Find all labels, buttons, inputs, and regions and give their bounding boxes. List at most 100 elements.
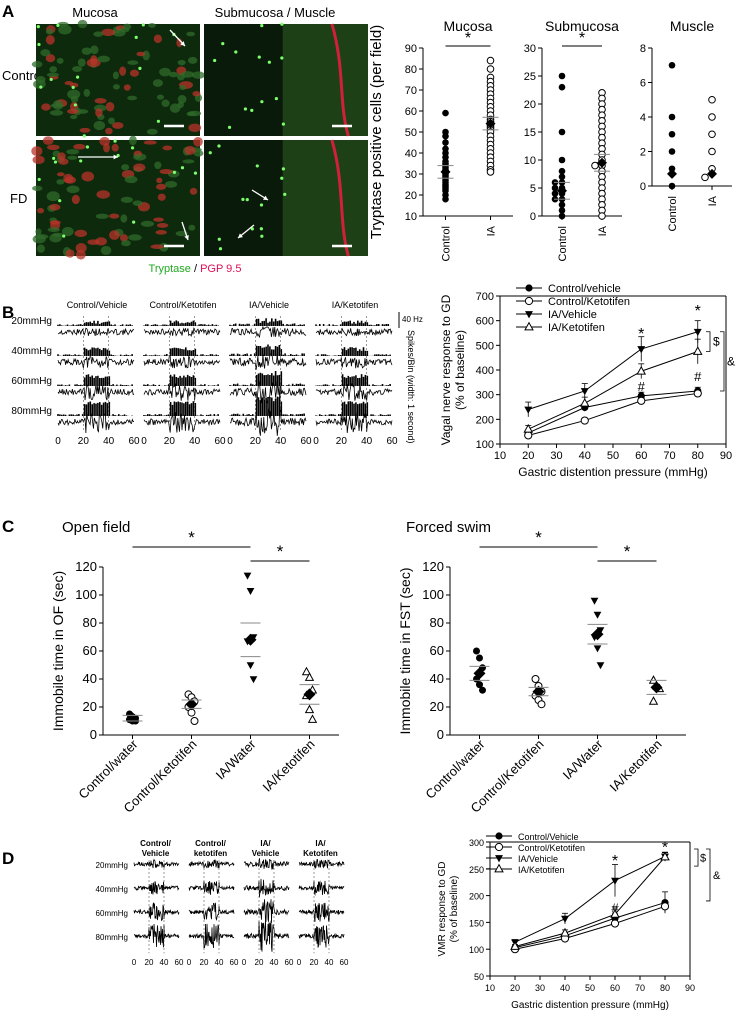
tissue-cell [52, 100, 64, 110]
y-tick-label: 120 [75, 559, 97, 574]
tissue-cell [95, 213, 109, 219]
tissue-cell [121, 240, 131, 247]
tissue-cell [49, 66, 58, 73]
nerve-trace [133, 923, 180, 948]
tryptase-cell [49, 77, 53, 82]
tissue-cell [77, 19, 88, 29]
nerve-trace [188, 859, 235, 869]
data-point [301, 666, 312, 676]
legend-marker [494, 863, 504, 873]
series-line [528, 351, 698, 430]
tissue-cell [70, 114, 78, 120]
tryptase-cell [62, 234, 66, 238]
bracket-dollar [706, 331, 711, 352]
mean-marker [440, 166, 451, 177]
tissue-cell [121, 164, 130, 171]
tissue-cell [61, 226, 74, 237]
tissue-cell [97, 55, 110, 63]
tissue-cell [112, 84, 120, 90]
y-tick-label: 20 [524, 99, 536, 111]
tryptase-cell [213, 58, 217, 63]
tissue-cell [150, 244, 165, 249]
tissue-cell [111, 143, 119, 152]
tryptase-cell [243, 107, 248, 111]
data-point [637, 396, 646, 405]
tryptase-cell [255, 164, 259, 168]
nerve-trace [229, 407, 307, 436]
y-tick-label: 250 [469, 865, 484, 875]
tissue-cell [56, 179, 65, 185]
tissue-cell [134, 153, 141, 160]
legend-label: IA/Vehicle [518, 854, 558, 864]
data-point [668, 61, 676, 69]
significance-star: * [465, 30, 471, 47]
nerve-trace [143, 327, 221, 337]
tissue-cell [93, 120, 106, 131]
pressure-label: 40mmHg [11, 346, 52, 357]
y-tick-label: 100 [75, 587, 97, 602]
y-tick-label: 80 [430, 615, 444, 630]
data-point [591, 161, 599, 170]
nerve-trace [188, 902, 235, 922]
tissue-cell [47, 227, 60, 233]
legend-marker [524, 321, 534, 331]
data-point [668, 130, 676, 138]
pointer-arrowhead [263, 195, 268, 200]
annotation-and: & [727, 354, 735, 368]
tryptase-cell [241, 197, 245, 201]
tissue-cell [49, 110, 64, 116]
tissue-cell [129, 135, 137, 146]
annotation-star: * [638, 326, 644, 343]
tryptase-cell [280, 56, 284, 60]
tissue-cell [86, 58, 101, 68]
panel-label-c: C [2, 517, 14, 536]
trace-x-tick-label: 20 [310, 958, 319, 967]
tissue-cell [108, 117, 115, 125]
tryptase-cell [221, 42, 225, 46]
trace-x-tick-label: 20 [78, 436, 90, 447]
x-tick-label: 80 [692, 450, 704, 462]
nerve-trace [298, 902, 345, 922]
data-point [598, 212, 606, 220]
chart-title: Mucosa [443, 18, 492, 34]
legend-marker [495, 855, 503, 863]
data-point [593, 611, 602, 619]
tryptase-cell [281, 122, 285, 126]
tissue-cell [67, 108, 79, 114]
tissue-cell [81, 47, 92, 55]
spike-histogram [229, 396, 305, 416]
data-point [486, 56, 495, 65]
x-tick-label: 40 [579, 450, 591, 462]
nerve-trace [298, 859, 345, 869]
x-tick-label: 20 [510, 983, 520, 993]
series-line [514, 856, 666, 948]
tissue-cell [37, 207, 45, 214]
nerve-trace [188, 880, 235, 895]
tissue-cell [35, 76, 46, 84]
spike-histogram [229, 318, 305, 326]
tissue-cell [155, 230, 167, 235]
y-tick-label: 5 [530, 183, 536, 195]
y-tick-label: 15 [524, 127, 536, 139]
tissue-cell [75, 243, 87, 253]
tissue-cell [56, 57, 64, 64]
y-tick-label: 8 [640, 43, 646, 55]
y-tick-label: 50 [474, 972, 484, 982]
x-tick-label: 60 [610, 983, 620, 993]
tissue-cell [46, 191, 60, 202]
series-line [528, 331, 698, 410]
y-tick-label: 200 [476, 414, 494, 426]
annotation-star: * [662, 839, 668, 856]
chart-title: Muscle [670, 18, 715, 34]
tryptase-cell [267, 60, 271, 64]
tryptase-cell [280, 176, 284, 180]
tryptase-cell [250, 108, 254, 112]
spike-histogram [315, 320, 391, 326]
y-tick-label: 70 [405, 85, 417, 97]
trace-x-tick-label: 40 [275, 436, 287, 447]
nerve-trace [143, 383, 221, 401]
bracket-and [720, 331, 725, 392]
y-tick-label: 100 [422, 587, 444, 602]
data-point [558, 83, 566, 91]
mean-marker [185, 698, 198, 711]
